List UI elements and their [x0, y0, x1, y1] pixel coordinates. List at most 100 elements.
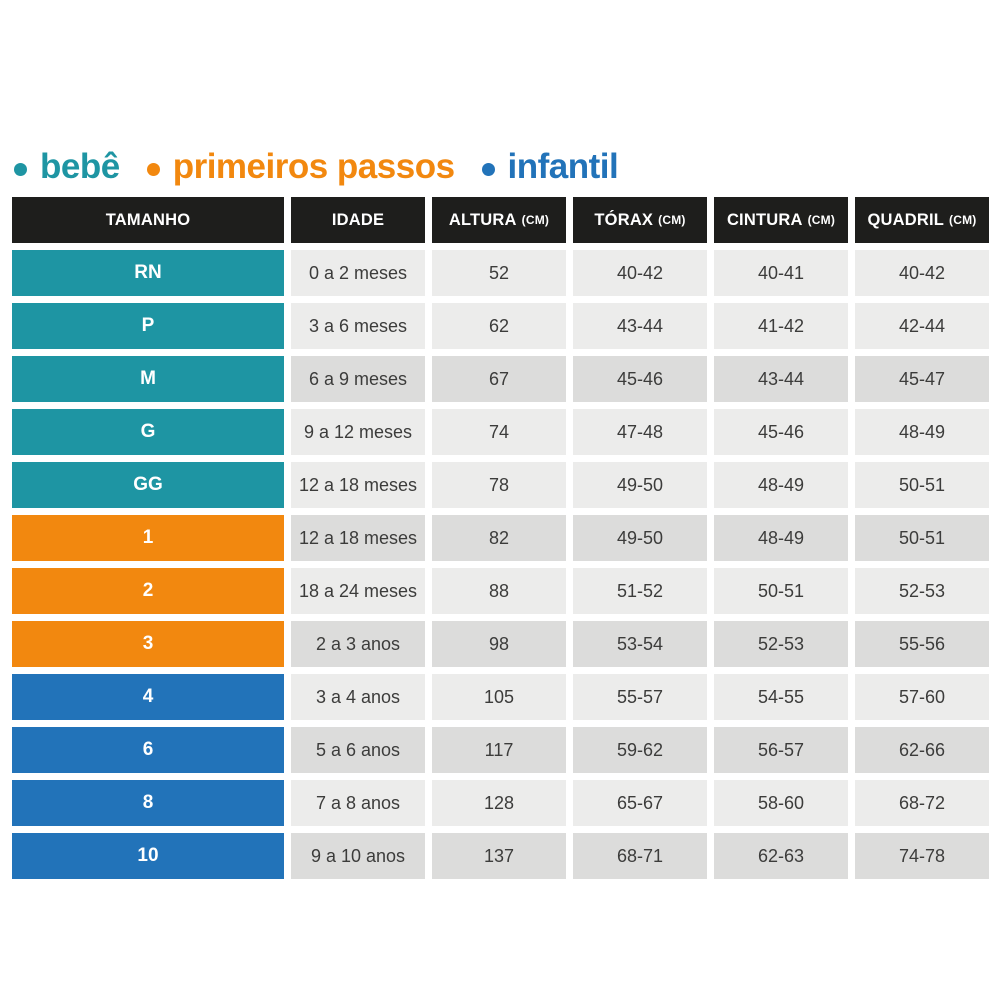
- chest-cell: 51-52: [573, 568, 707, 614]
- hip-cell: 50-51: [855, 462, 989, 508]
- bullet-icon: [481, 163, 495, 176]
- bullet-icon: [146, 163, 160, 176]
- hip-cell: 42-44: [855, 303, 989, 349]
- chest-cell: 49-50: [573, 462, 707, 508]
- size-cell: P: [12, 303, 284, 349]
- height-cell: 74: [432, 409, 566, 455]
- size-cell: 1: [12, 515, 284, 561]
- column-header-cintura: CINTURA (CM): [714, 197, 848, 243]
- waist-cell: 40-41: [714, 250, 848, 296]
- header-unit: (CM): [658, 213, 686, 227]
- column-header-torax: TÓRAX (CM): [573, 197, 707, 243]
- height-cell: 78: [432, 462, 566, 508]
- age-cell: 18 a 24 meses: [291, 568, 425, 614]
- chest-cell: 55-57: [573, 674, 707, 720]
- legend-label: infantil: [507, 147, 619, 186]
- chest-cell: 68-71: [573, 833, 707, 879]
- age-cell: 5 a 6 anos: [291, 727, 425, 773]
- header-label: QUADRIL: [867, 210, 945, 229]
- hip-cell: 50-51: [855, 515, 989, 561]
- hip-cell: 68-72: [855, 780, 989, 826]
- height-cell: 105: [432, 674, 566, 720]
- age-cell: 2 a 3 anos: [291, 621, 425, 667]
- size-cell: M: [12, 356, 284, 402]
- size-chart-page: bebê primeiros passos infantil TAMANHO I…: [12, 146, 989, 879]
- chest-cell: 45-46: [573, 356, 707, 402]
- age-cell: 12 a 18 meses: [291, 462, 425, 508]
- legend-item-infantil: infantil: [481, 147, 619, 187]
- header-label: IDADE: [331, 210, 385, 229]
- header-label: TÓRAX: [594, 210, 654, 229]
- size-cell: G: [12, 409, 284, 455]
- waist-cell: 45-46: [714, 409, 848, 455]
- hip-cell: 52-53: [855, 568, 989, 614]
- chest-cell: 49-50: [573, 515, 707, 561]
- chest-cell: 40-42: [573, 250, 707, 296]
- age-cell: 3 a 4 anos: [291, 674, 425, 720]
- height-cell: 137: [432, 833, 566, 879]
- header-label: ALTURA: [448, 210, 517, 229]
- size-cell: 10: [12, 833, 284, 879]
- hip-cell: 40-42: [855, 250, 989, 296]
- height-cell: 52: [432, 250, 566, 296]
- height-cell: 62: [432, 303, 566, 349]
- hip-cell: 45-47: [855, 356, 989, 402]
- column-header-quadril: QUADRIL (CM): [855, 197, 989, 243]
- hip-cell: 74-78: [855, 833, 989, 879]
- height-cell: 117: [432, 727, 566, 773]
- age-cell: 7 a 8 anos: [291, 780, 425, 826]
- waist-cell: 52-53: [714, 621, 848, 667]
- header-label: CINTURA: [726, 210, 803, 229]
- header-unit: (CM): [807, 213, 836, 227]
- size-cell: 6: [12, 727, 284, 773]
- height-cell: 67: [432, 356, 566, 402]
- header-label: TAMANHO: [105, 210, 191, 229]
- header-unit: (CM): [949, 213, 977, 227]
- column-header-altura: ALTURA (CM): [432, 197, 566, 243]
- legend-item-primeiros-passos: primeiros passos: [146, 147, 455, 187]
- waist-cell: 62-63: [714, 833, 848, 879]
- height-cell: 82: [432, 515, 566, 561]
- category-legend: bebê primeiros passos infantil: [14, 146, 989, 188]
- waist-cell: 48-49: [714, 515, 848, 561]
- column-header-idade: IDADE: [291, 197, 425, 243]
- waist-cell: 41-42: [714, 303, 848, 349]
- waist-cell: 58-60: [714, 780, 848, 826]
- legend-label: primeiros passos: [172, 147, 455, 186]
- waist-cell: 56-57: [714, 727, 848, 773]
- legend-item-bebe: bebê: [14, 147, 120, 187]
- size-cell: 3: [12, 621, 284, 667]
- chest-cell: 59-62: [573, 727, 707, 773]
- age-cell: 12 a 18 meses: [291, 515, 425, 561]
- height-cell: 98: [432, 621, 566, 667]
- chest-cell: 47-48: [573, 409, 707, 455]
- height-cell: 128: [432, 780, 566, 826]
- size-cell: RN: [12, 250, 284, 296]
- hip-cell: 57-60: [855, 674, 989, 720]
- column-header-tamanho: TAMANHO: [12, 197, 284, 243]
- size-cell: 2: [12, 568, 284, 614]
- age-cell: 6 a 9 meses: [291, 356, 425, 402]
- age-cell: 0 a 2 meses: [291, 250, 425, 296]
- waist-cell: 50-51: [714, 568, 848, 614]
- chest-cell: 43-44: [573, 303, 707, 349]
- chest-cell: 65-67: [573, 780, 707, 826]
- waist-cell: 54-55: [714, 674, 848, 720]
- hip-cell: 62-66: [855, 727, 989, 773]
- waist-cell: 48-49: [714, 462, 848, 508]
- chest-cell: 53-54: [573, 621, 707, 667]
- age-cell: 3 a 6 meses: [291, 303, 425, 349]
- header-unit: (CM): [521, 213, 550, 227]
- size-cell: GG: [12, 462, 284, 508]
- size-table: TAMANHO IDADE ALTURA (CM) TÓRAX (CM) CIN…: [12, 197, 989, 879]
- age-cell: 9 a 10 anos: [291, 833, 425, 879]
- size-cell: 4: [12, 674, 284, 720]
- hip-cell: 55-56: [855, 621, 989, 667]
- waist-cell: 43-44: [714, 356, 848, 402]
- bullet-icon: [14, 163, 27, 176]
- age-cell: 9 a 12 meses: [291, 409, 425, 455]
- height-cell: 88: [432, 568, 566, 614]
- legend-label: bebê: [40, 147, 120, 186]
- hip-cell: 48-49: [855, 409, 989, 455]
- size-cell: 8: [12, 780, 284, 826]
